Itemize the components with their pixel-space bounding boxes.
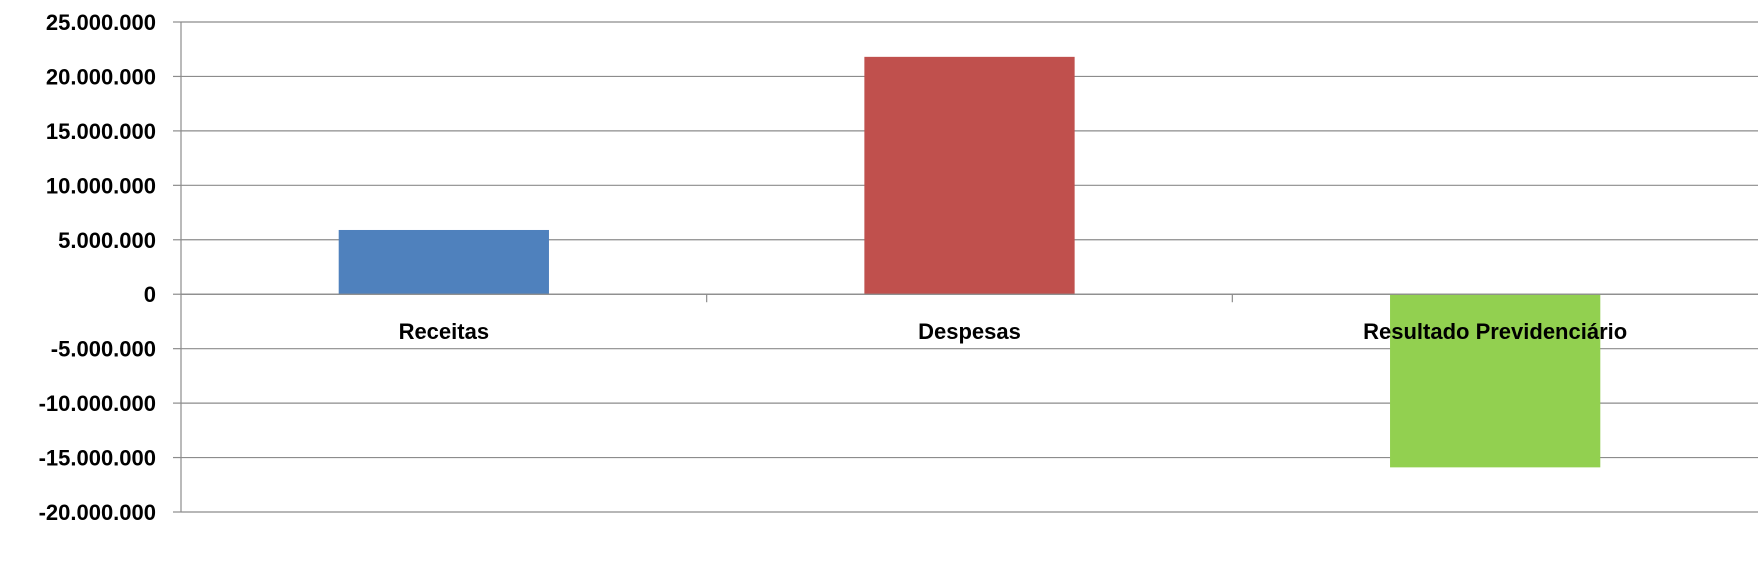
y-tick-label: -5.000.000 (51, 337, 156, 362)
category-label: Receitas (399, 319, 490, 344)
bars (338, 56, 1601, 468)
y-axis-tick-labels: 25.000.000 20.000.000 15.000.000 10.000.000… (39, 10, 156, 525)
y-tick-label: 10.000.000 (46, 173, 156, 198)
y-tick-label: 15.000.000 (46, 119, 156, 144)
y-tick-label: 5.000.000 (58, 228, 156, 253)
y-tick-label: 25.000.000 (46, 10, 156, 35)
bar-despesas (864, 56, 1075, 295)
y-tick-label: -20.000.000 (39, 500, 156, 525)
category-label: Despesas (918, 319, 1021, 344)
y-tick-label: 20.000.000 (46, 64, 156, 89)
category-labels: Receitas Despesas Resultado Previdenciário (399, 319, 1628, 344)
bar-resultado-previdenci-rio (1390, 294, 1601, 468)
y-tick-label: -10.000.000 (39, 391, 156, 416)
bar-receitas (338, 229, 549, 295)
axes (173, 21, 1758, 513)
y-tick-label: 0 (144, 282, 156, 307)
y-tick-label: -15.000.000 (39, 446, 156, 471)
category-label: Resultado Previdenciário (1363, 319, 1627, 344)
